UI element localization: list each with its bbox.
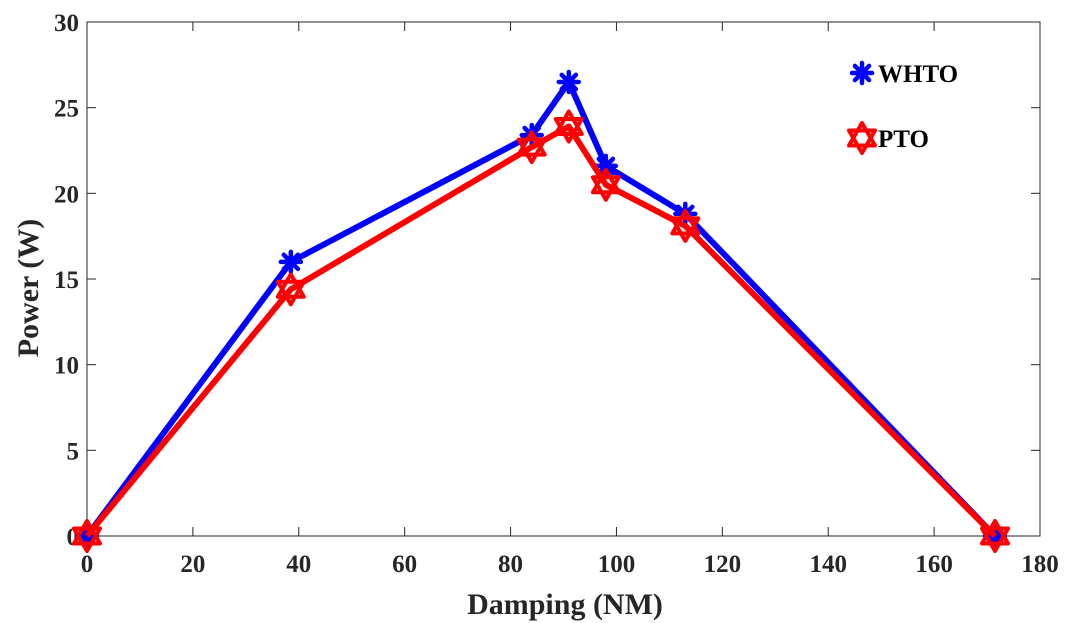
legend-item-pto: PTO	[847, 121, 929, 155]
x-tick-label: 40	[286, 551, 311, 578]
series-line-pto	[84, 123, 998, 539]
y-axis-label: Power (W)	[12, 219, 45, 358]
data-point-whto	[278, 249, 304, 275]
x-tick-label: 100	[598, 551, 636, 578]
y-tick-label: 5	[67, 438, 80, 465]
x-tick-label: 160	[915, 551, 953, 578]
data-point-pto	[590, 167, 621, 202]
x-tick-label: 80	[498, 551, 523, 578]
x-tick-label: 60	[392, 551, 417, 578]
legend-label-pto: PTO	[878, 126, 929, 153]
data-point-pto	[670, 208, 701, 243]
x-tick-label: 140	[809, 551, 847, 578]
legend-item-whto: WHTO	[849, 60, 958, 88]
legend-marker-pto	[847, 121, 877, 155]
axes-box	[86, 21, 1041, 537]
x-tick-label: 0	[81, 551, 94, 578]
y-tick-label: 20	[54, 181, 79, 208]
legend-label-whto: WHTO	[878, 61, 958, 88]
data-point-pto	[980, 519, 1010, 553]
legend: WHTO PTO	[847, 60, 958, 155]
x-axis-ticks: 0 20 40 60 80 100 120 140 160 180	[81, 22, 1059, 578]
series-layer	[72, 69, 1010, 553]
data-point-pto	[72, 519, 102, 553]
y-tick-label: 10	[54, 353, 79, 380]
data-point-pto	[553, 109, 584, 144]
x-axis-label: Damping (NM)	[467, 588, 663, 621]
series-pto	[72, 109, 1010, 553]
x-tick-label: 20	[180, 551, 205, 578]
data-point-pto	[275, 272, 306, 307]
y-tick-label: 15	[54, 267, 79, 294]
y-tick-label: 25	[54, 96, 79, 123]
x-tick-label: 120	[704, 551, 742, 578]
legend-marker-whto	[849, 60, 875, 86]
y-tick-label: 30	[54, 10, 79, 37]
data-point-pto	[516, 130, 547, 165]
data-point-whto	[556, 69, 582, 95]
plot-area	[86, 21, 1041, 537]
x-tick-label: 180	[1021, 551, 1059, 578]
